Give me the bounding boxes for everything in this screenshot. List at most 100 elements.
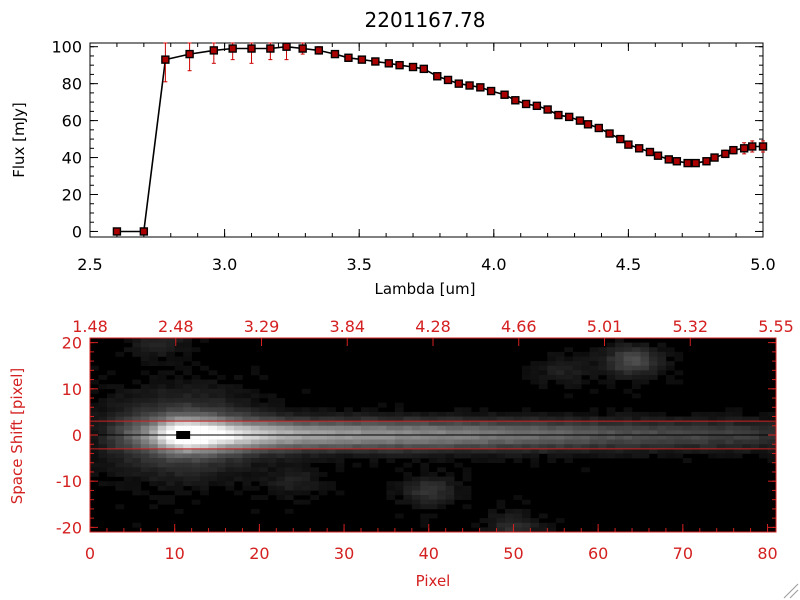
- image-pixel: [90, 388, 99, 394]
- image-pixel: [598, 435, 607, 440]
- image-pixel: [157, 453, 167, 459]
- image-pixel: [208, 416, 218, 422]
- image-pixel: [665, 374, 675, 380]
- image-pixel: [767, 416, 777, 422]
- image-pixel: [98, 467, 108, 473]
- image-pixel: [437, 495, 446, 500]
- image-pixel: [606, 361, 616, 367]
- flux-data-point: [443, 75, 453, 85]
- image-pixel: [284, 411, 294, 417]
- image-pixel: [504, 518, 514, 524]
- image-pixel: [615, 342, 624, 348]
- image-pixel: [742, 435, 751, 440]
- image-pixel: [217, 430, 226, 436]
- image-pixel: [140, 384, 150, 390]
- image-pixel: [217, 425, 226, 431]
- image-pixel: [200, 402, 209, 408]
- image-pixel: [267, 421, 277, 427]
- image-pixel: [623, 448, 633, 454]
- image-pixel: [140, 476, 150, 482]
- image-pixel: [191, 467, 201, 473]
- image-pixel: [242, 439, 252, 445]
- image-pixel: [259, 402, 269, 408]
- image-pixel: [699, 439, 709, 445]
- image-pixel: [632, 365, 641, 371]
- image-pixel: [191, 416, 201, 422]
- image-pixel: [454, 444, 463, 450]
- image-pixel: [471, 411, 480, 417]
- flux-data-point: [371, 57, 380, 66]
- image-pixel: [106, 384, 116, 390]
- image-pixel: [123, 467, 133, 473]
- image-pixel: [699, 448, 709, 454]
- image-pixel: [454, 416, 463, 422]
- image-pixel: [589, 439, 599, 445]
- image-pixel: [496, 444, 506, 450]
- image-pixel: [733, 416, 743, 422]
- image-pixel: [90, 435, 99, 440]
- image-pixel: [267, 448, 277, 454]
- image-pixel: [157, 407, 167, 413]
- image-pixel: [513, 411, 523, 417]
- image-pixel: [623, 342, 633, 348]
- image-pixel: [157, 439, 167, 445]
- image-pixel: [521, 448, 531, 454]
- image-pixel: [250, 425, 260, 431]
- image-pixel: [589, 411, 599, 417]
- image-pixel: [242, 411, 252, 417]
- image-pixel: [632, 430, 641, 436]
- bottom-x-tick-label: 10: [165, 544, 185, 563]
- image-pixel: [437, 444, 446, 450]
- image-pixel: [581, 361, 590, 367]
- image-pixel: [259, 430, 269, 436]
- image-pixel: [437, 411, 446, 417]
- image-pixel: [437, 458, 446, 464]
- top-plot-frame: [89, 42, 764, 238]
- image-pixel: [191, 439, 201, 445]
- image-pixel: [496, 439, 506, 445]
- image-pixel: [538, 527, 548, 533]
- image-pixel: [699, 425, 709, 431]
- image-pixel: [140, 439, 150, 445]
- image-pixel: [648, 430, 658, 436]
- image-pixel: [344, 435, 353, 440]
- image-pixel: [140, 490, 150, 496]
- image-pixel: [733, 425, 743, 431]
- image-pixel: [149, 421, 159, 427]
- image-pixel: [377, 435, 387, 440]
- image-pixel: [208, 458, 218, 464]
- image-pixel: [284, 508, 294, 514]
- image-pixel: [674, 439, 684, 445]
- bottom-top-tick-label: 4.28: [415, 317, 451, 336]
- image-pixel: [250, 388, 260, 394]
- image-pixel: [140, 356, 150, 362]
- resize-grip-icon[interactable]: [783, 583, 799, 599]
- image-pixel: [183, 476, 192, 482]
- image-pixel: [183, 458, 192, 464]
- image-pixel: [513, 518, 523, 524]
- flux-data-point: [645, 147, 655, 157]
- image-pixel: [149, 411, 159, 417]
- image-pixel: [369, 439, 379, 445]
- image-pixel: [140, 467, 150, 473]
- image-pixel: [174, 444, 184, 450]
- image-pixel: [530, 522, 540, 528]
- image-pixel: [98, 398, 108, 403]
- image-pixel: [132, 522, 142, 528]
- image-pixel: [191, 458, 201, 464]
- image-pixel: [394, 416, 404, 422]
- image-pixel: [750, 444, 760, 450]
- image-pixel: [572, 421, 582, 427]
- image-pixel: [301, 435, 311, 440]
- image-pixel: [242, 416, 252, 422]
- image-pixel: [488, 430, 497, 436]
- image-pixel: [411, 430, 421, 436]
- image-pixel: [149, 402, 159, 408]
- image-pixel: [259, 439, 269, 445]
- image-pixel: [530, 379, 540, 385]
- source-marker: [176, 431, 191, 439]
- image-pixel: [572, 425, 582, 431]
- image-pixel: [174, 462, 184, 468]
- image-pixel: [572, 453, 582, 459]
- image-pixel: [335, 467, 345, 473]
